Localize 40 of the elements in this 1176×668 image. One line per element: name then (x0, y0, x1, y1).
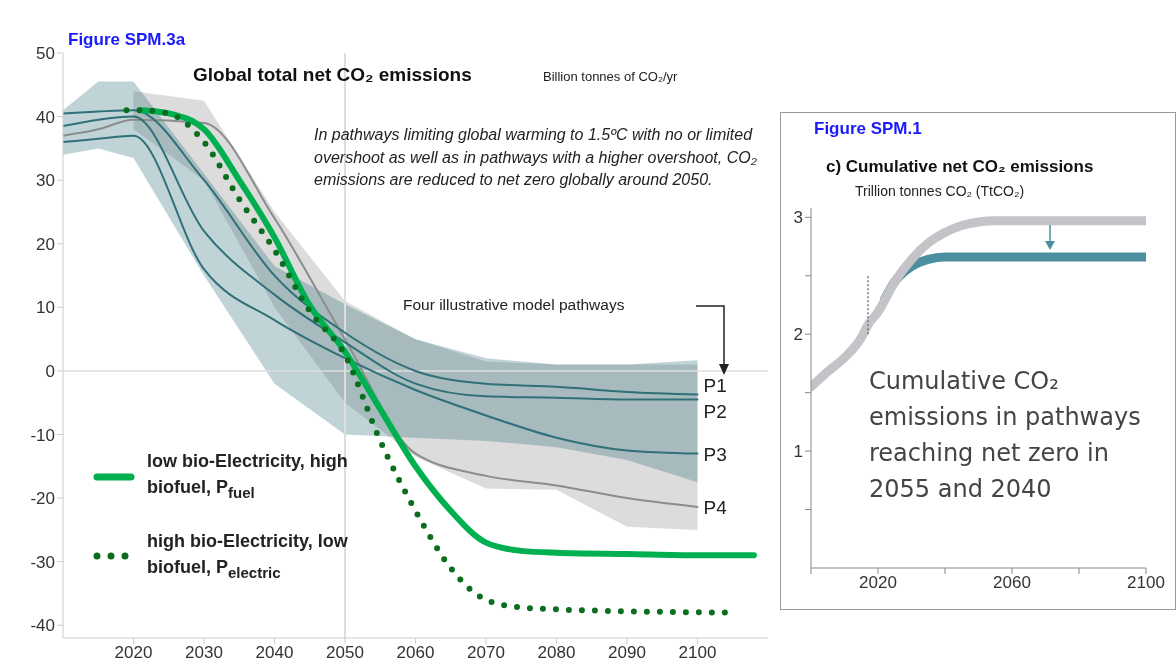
legend-label: low bio-Electricity, high biofuel, P$_{fuel}$ (147, 450, 349, 503)
text: Figure SPM.1 (814, 119, 922, 139)
series-label: P3 (703, 443, 727, 465)
y-tick-label: -30 (30, 552, 55, 572)
x-tick-label: 2020 (859, 573, 897, 593)
series-label: P2 (703, 400, 727, 422)
text: Figure SPM.3a (68, 30, 186, 50)
annotation: Four illustrative model pathways (403, 296, 625, 314)
x-tick-label: 2070 (467, 643, 505, 663)
x-tick-label: 2060 (993, 573, 1031, 593)
chart-title: c) Cumulative net CO₂ emissions (826, 157, 1094, 177)
y-tick-label: 50 (36, 44, 55, 64)
y-tick-label: 30 (36, 171, 55, 191)
series-label: P4 (703, 497, 728, 519)
x-tick-label: 2050 (326, 643, 364, 663)
y-tick-label: 0 (45, 361, 55, 381)
y-tick-label: 2 (793, 325, 803, 345)
x-tick-label: 2030 (185, 643, 223, 663)
legend-label: high bio-Electricity, low biofuel, P$_{electric}$ (147, 529, 349, 583)
y-tick-label: -40 (30, 616, 55, 636)
y-tick-label: -20 (30, 489, 55, 509)
x-tick-label: 2090 (608, 643, 646, 663)
x-tick-label: 2100 (1127, 573, 1165, 593)
x-tick-label: 2100 (678, 643, 717, 663)
y-tick-label: 40 (36, 107, 55, 127)
y-tick-label: 1 (793, 442, 803, 462)
y-tick-label: 3 (793, 208, 803, 228)
y-tick-label: 10 (36, 298, 55, 318)
x-tick-label: 2080 (537, 643, 576, 663)
x-tick-label: 2040 (255, 643, 294, 663)
annotation: In pathways limiting global warming to 1.5ºC with no or limited overshoot as well as in pathways with a higher overshoot, CO₂ emissions are reduced to net zero globally around 2050. (314, 125, 758, 190)
series-label: P1 (703, 375, 727, 397)
x-tick-label: 2060 (396, 643, 435, 663)
y-axis-title: Trillion tonnes CO₂ (TtCO₂) (855, 183, 1025, 199)
y-axis-title: Billion tonnes of CO₂/yr (543, 69, 678, 84)
y-tick-label: 20 (36, 234, 55, 254)
annotation: Cumulative CO₂ emissions in pathways reaching net zero in 2055 and 2040 (869, 366, 1142, 505)
y-tick-label: -10 (30, 425, 55, 445)
text: Global total net CO₂ emissions (193, 64, 472, 86)
x-tick-label: 2020 (114, 643, 153, 663)
